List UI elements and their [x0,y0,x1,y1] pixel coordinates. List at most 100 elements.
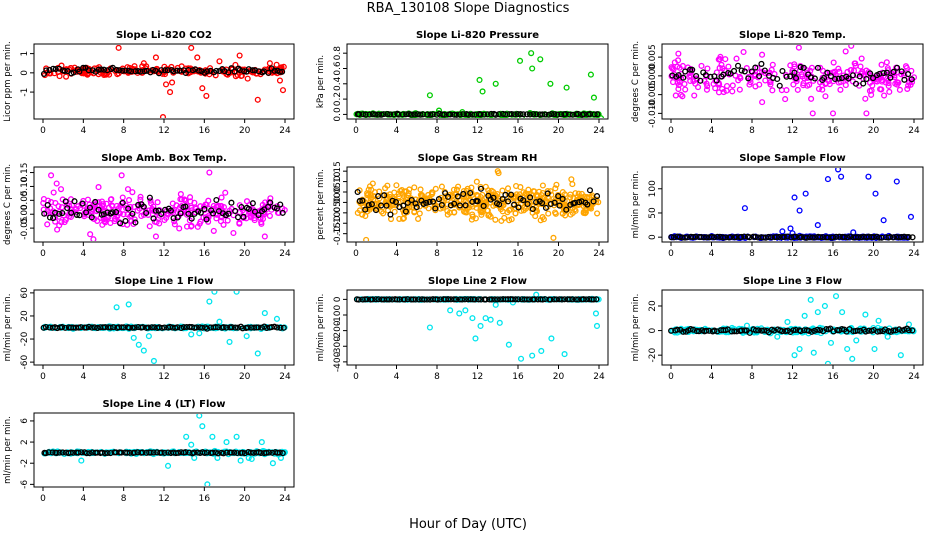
black-point [277,201,284,208]
black-point [890,68,897,76]
black-point [508,110,515,118]
black-point [488,296,495,303]
black-point [692,233,699,240]
data-point [886,88,893,95]
x-tick-label: 0 [353,126,359,136]
black-point [741,68,748,75]
x-tick-label: 4 [394,372,400,382]
data-point [393,182,400,189]
figure-title: RBA_130108 Slope Diagnostics [366,1,570,16]
data-point [84,196,92,203]
black-point [593,193,601,200]
black-point [249,67,256,74]
black-point [456,202,464,209]
black-point [150,215,157,222]
black-point [831,75,839,83]
y-tick-label: 1 [20,51,30,57]
black-point [213,67,220,74]
y-tick-label: 0.2 [333,92,343,106]
black-point [681,234,689,241]
outlier-point [78,457,85,464]
black-point [59,209,66,217]
black-point [520,111,527,118]
black-point [495,111,502,118]
data-point [675,85,682,93]
black-point [135,201,142,208]
black-point [551,199,558,206]
data-point [154,199,161,206]
black-point [204,325,211,332]
outlier-point [871,345,878,353]
black-point [50,65,57,72]
black-point [61,67,68,75]
black-point [484,111,491,118]
black-point [177,210,184,217]
data-point [210,227,217,234]
black-point [223,324,230,331]
black-point [143,209,150,217]
outlier-point [211,291,218,295]
data-point [885,80,892,87]
black-point [714,233,721,240]
black-point [803,234,810,241]
data-point [759,51,766,58]
outlier-point [492,80,499,87]
y-tick-label: -2 [20,459,30,468]
data-point [415,215,422,222]
black-point [558,296,565,303]
black-point [752,327,759,334]
black-point [481,111,488,118]
black-point [844,234,851,241]
black-point [209,449,216,456]
black-point [752,233,759,240]
black-point [119,199,126,206]
data-point [236,219,243,226]
data-point [539,182,546,189]
outlier-point [528,50,535,57]
data-point [53,180,60,187]
black-point [83,450,90,457]
black-point [499,195,506,203]
black-point [401,296,408,303]
black-point [369,296,376,303]
black-point [469,111,476,118]
x-tick-label: 20 [239,126,251,136]
black-point [460,190,467,198]
data-point [416,210,423,217]
black-point [762,234,769,241]
data-point [444,211,451,218]
x-tick-label: 8 [434,249,440,259]
data-point [504,185,512,192]
data-point [103,200,110,207]
data-point [902,63,910,70]
black-point [162,206,169,213]
black-point [890,234,897,241]
black-point [137,68,144,75]
black-point [251,67,258,74]
black-point [477,185,485,192]
data-point [670,66,677,73]
black-point [185,210,192,217]
data-point [858,55,865,62]
data-point [725,63,732,70]
y-tick-label: 50 [648,207,658,219]
black-point [523,296,530,303]
black-point [566,111,573,118]
black-point [161,324,168,331]
black-point [212,324,219,331]
y-tick-label: -0.05 [333,201,343,224]
x-tick-label: 4 [394,126,400,136]
outlier-point [477,322,484,329]
black-point [228,65,235,72]
black-point [85,323,92,330]
y-tick-label: 0.00 [20,204,30,224]
x-axis-label: Hour of Day (UTC) [409,517,527,532]
outlier-point [248,455,255,463]
black-point [527,194,534,201]
black-point [46,67,53,74]
x-tick-label: 16 [199,372,211,382]
y-tick-label: 0 [648,327,658,333]
data-point [171,218,178,225]
data-point [868,91,875,98]
black-point [746,329,753,336]
